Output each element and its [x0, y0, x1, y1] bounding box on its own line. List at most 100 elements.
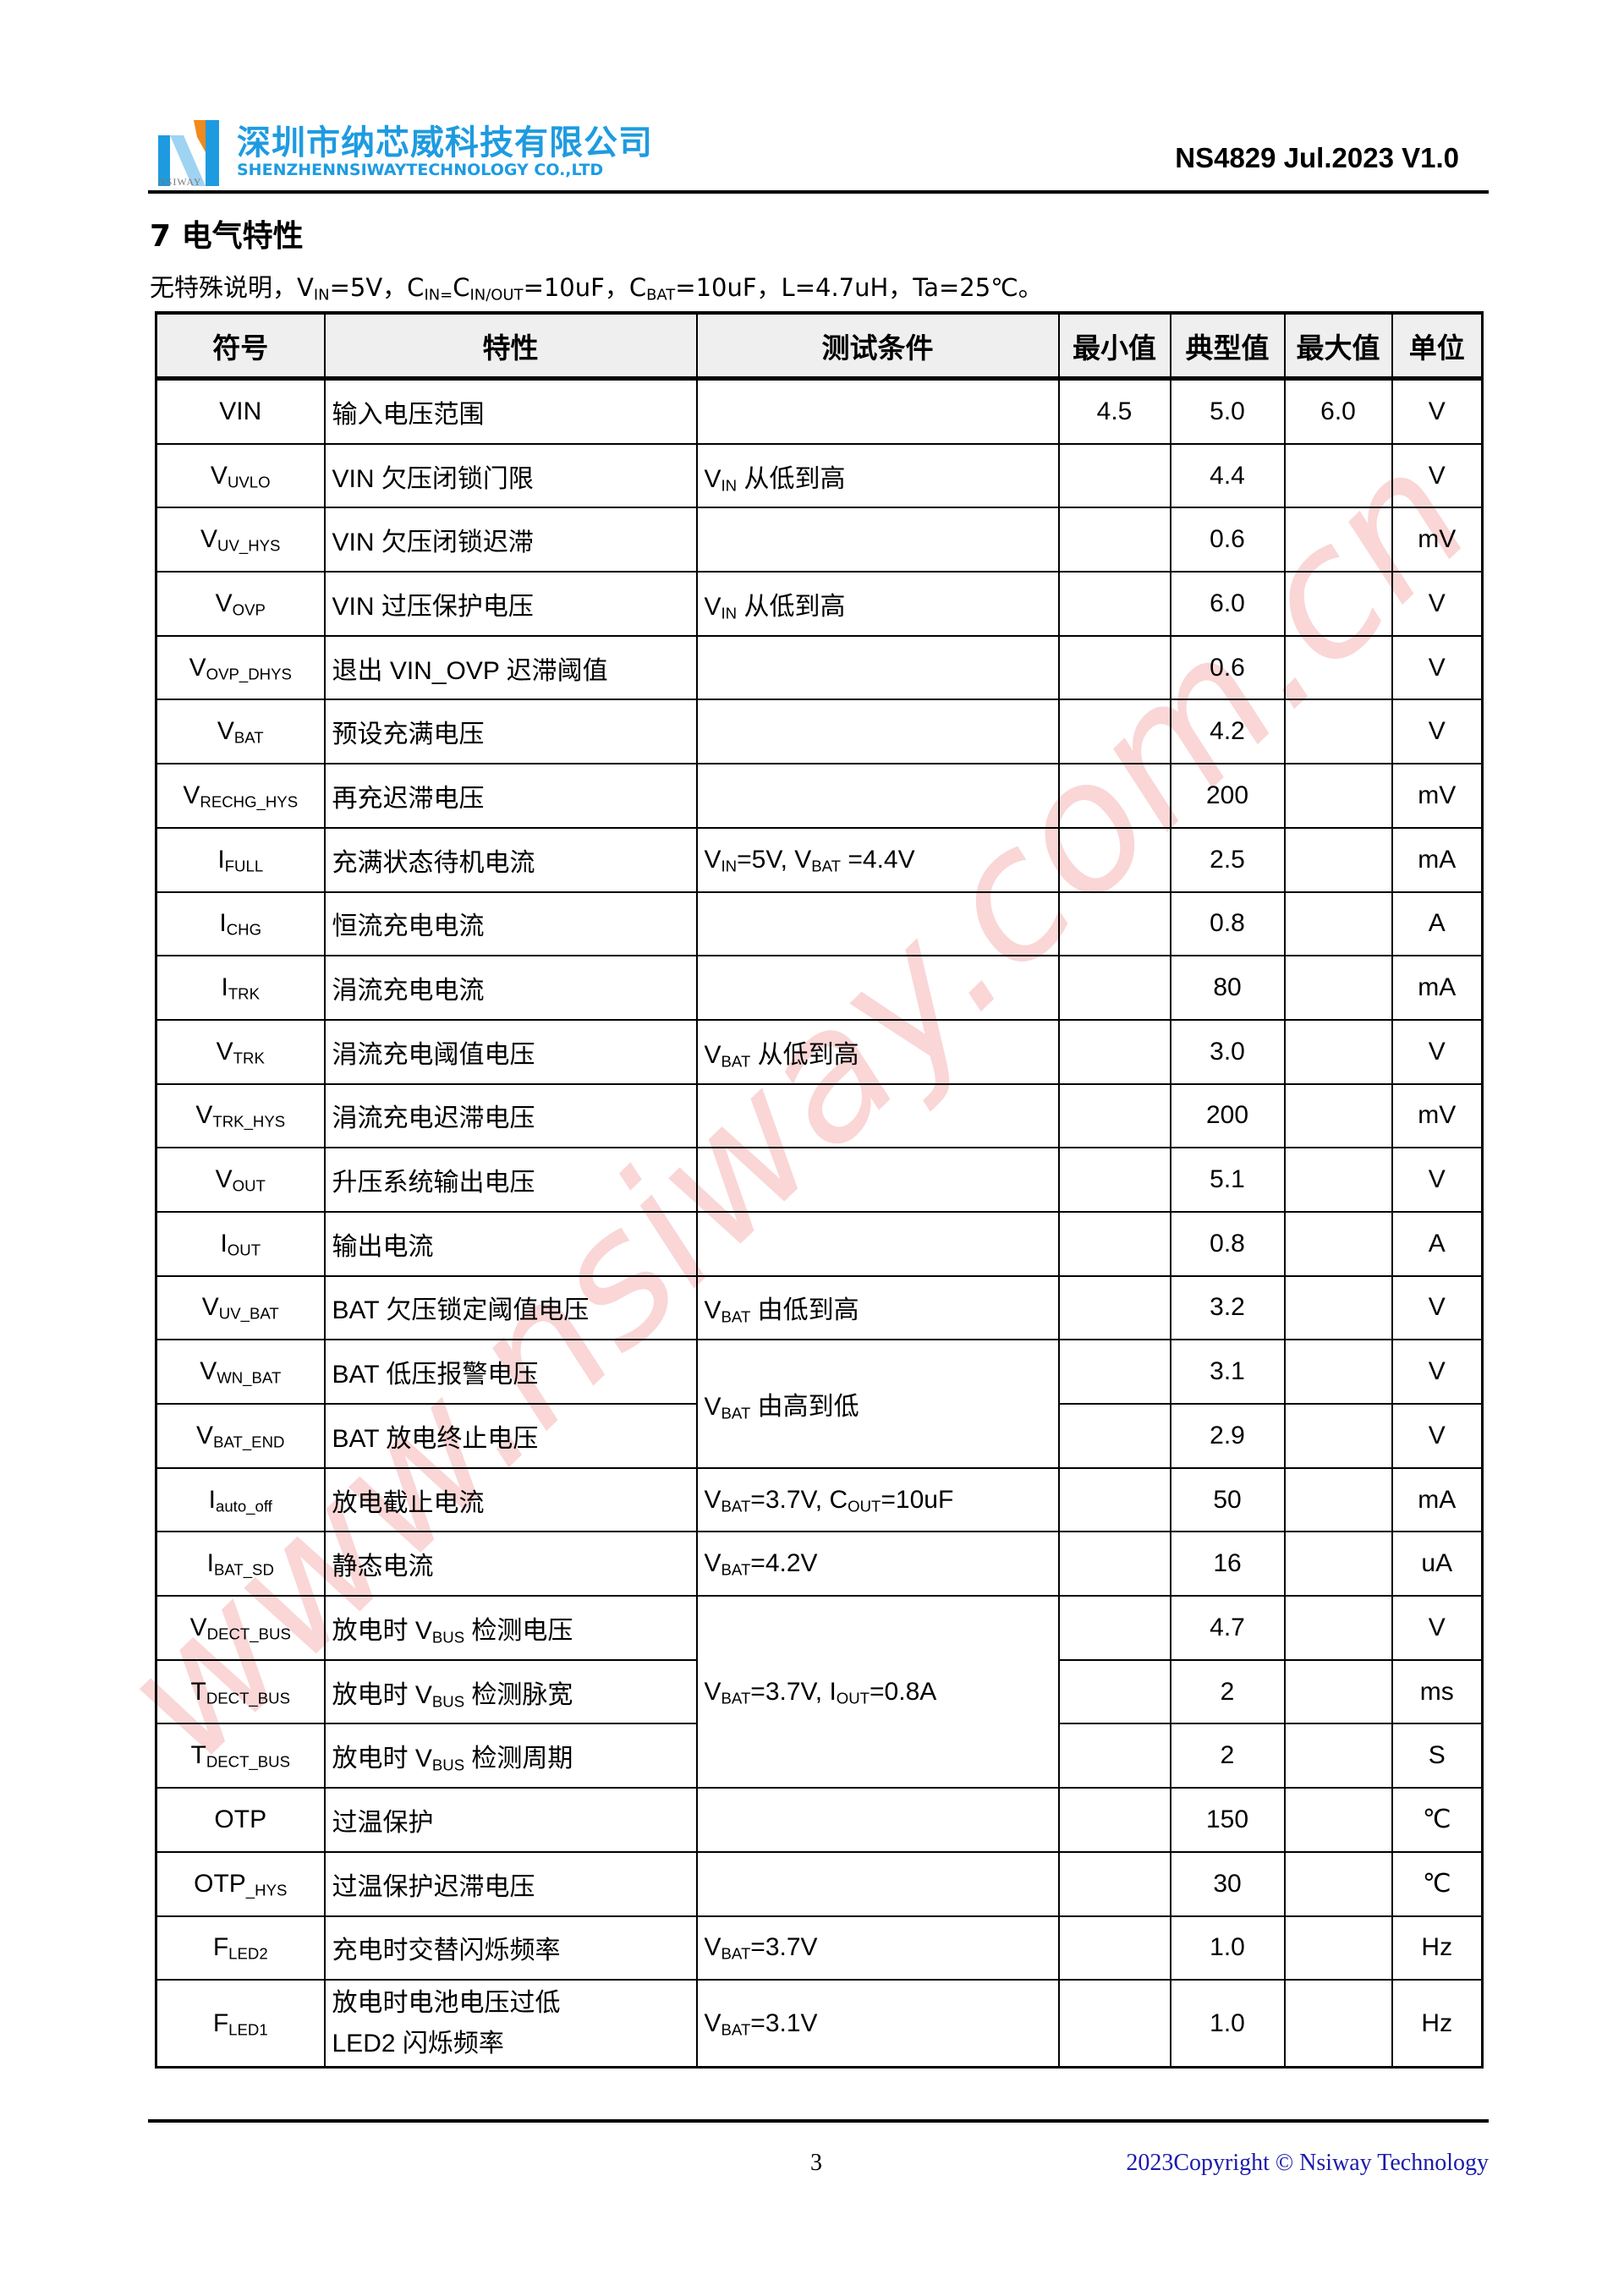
text-segment: 预设充满电压 — [332, 721, 485, 749]
table-row: ITRK 涓流充电电流 80 mA — [155, 955, 1484, 1021]
document-id: NS4829 Jul.2023 V1.0 — [1175, 142, 1459, 173]
text-segment: 放电时 V — [332, 1616, 432, 1645]
text-segment: T — [190, 1741, 206, 1770]
max-cell — [1283, 442, 1393, 509]
unit-cell: A — [1391, 1210, 1484, 1277]
company-name-cn: 深圳市纳芯威科技有限公司 — [237, 123, 653, 162]
property-cell: 放电时电池电压过低 LED2 闪烁频率 — [323, 1979, 698, 2069]
text-segment: V — [704, 1549, 721, 1578]
subscript: BUS — [431, 1692, 465, 1711]
text-segment: 退出 VIN_OVP 迟滞阈值 — [332, 656, 608, 685]
max-cell — [1283, 955, 1393, 1021]
unit-cell: V — [1391, 634, 1484, 701]
min-cell — [1057, 1018, 1171, 1085]
subscript: BAT — [721, 1497, 751, 1515]
text-segment: F — [212, 2008, 229, 2037]
condition-cell — [695, 634, 1060, 701]
text-segment: V — [215, 1165, 233, 1194]
typ-cell: 4.7 — [1169, 1595, 1286, 1661]
logo-wordmark: NSIWAY — [158, 176, 202, 188]
unit-cell: A — [1391, 890, 1484, 957]
text-segment: 检测脉宽 — [464, 1680, 573, 1709]
symbol-cell: VUV_HYS — [155, 507, 326, 573]
column-header: 最大值 — [1283, 311, 1393, 381]
typ-cell: 0.6 — [1169, 507, 1286, 573]
table-row: IOUT 输出电流 0.8 A — [155, 1210, 1484, 1277]
typ-cell: 3.2 — [1169, 1274, 1286, 1341]
text-segment: V — [704, 1933, 721, 1962]
subscript: IN — [721, 604, 738, 622]
min-cell — [1057, 1595, 1171, 1661]
unit-cell: mA — [1391, 826, 1484, 893]
text-segment: VIN 过压保护电压 — [332, 592, 534, 621]
table-row: IFULL 充满状态待机电流 VIN=5V, VBAT =4.4V 2.5 mA — [155, 826, 1484, 893]
symbol-cell: Iauto_off — [155, 1466, 326, 1533]
unit-cell: mV — [1391, 1082, 1484, 1149]
text-segment: V — [704, 1677, 721, 1706]
max-cell — [1283, 1850, 1393, 1917]
min-cell: 4.5 — [1057, 377, 1171, 445]
max-cell — [1283, 1531, 1393, 1597]
subscript: BAT — [646, 286, 676, 304]
symbol-cell: OTP_HYS — [155, 1850, 326, 1917]
min-cell — [1057, 1210, 1171, 1277]
text-segment: 静态电流 — [332, 1553, 434, 1581]
table-row: OTP 过温保护 150 ℃ — [155, 1787, 1484, 1853]
typ-cell: 1.0 — [1169, 1915, 1286, 1981]
text-segment: V — [201, 1293, 219, 1322]
condition-cell: VBAT 从低到高 — [695, 1018, 1060, 1085]
subscript: TRK_HYS — [212, 1113, 286, 1132]
text-segment: V — [215, 589, 233, 617]
min-cell — [1057, 1082, 1171, 1149]
table-row: TDECT_BUS 放电时 VBUS 检测脉宽 2 ms — [155, 1658, 1484, 1725]
subscript: FULL — [224, 857, 264, 875]
symbol-cell: VWN_BAT — [155, 1339, 326, 1405]
property-cell: BAT 欠压锁定阈值电压 — [323, 1274, 698, 1341]
symbol-cell: IFULL — [155, 826, 326, 893]
unit-cell: ℃ — [1391, 1787, 1484, 1853]
text-segment: 由高到低 — [750, 1393, 859, 1421]
condition-cell — [695, 1210, 1060, 1277]
max-cell — [1283, 890, 1393, 957]
property-cell: 恒流充电电流 — [323, 890, 698, 957]
text-segment: I — [206, 1549, 214, 1578]
max-cell — [1283, 1147, 1393, 1213]
condition-cell — [695, 699, 1060, 765]
subscript: BAT_SD — [213, 1560, 274, 1579]
table-row: VWN_BAT BAT 低压报警电压 VBAT 由高到低 3.1 V — [155, 1339, 1484, 1469]
text-segment: BAT 低压报警电压 — [332, 1361, 539, 1389]
min-cell — [1057, 1723, 1171, 1789]
typ-cell: 2 — [1169, 1658, 1286, 1725]
typ-cell: 16 — [1169, 1531, 1286, 1597]
typ-cell: 80 — [1169, 955, 1286, 1021]
property-cell: 涓流充电迟滞电压 — [323, 1082, 698, 1149]
subscript: BAT — [721, 1560, 751, 1579]
typ-cell: 0.8 — [1169, 890, 1286, 957]
min-cell — [1057, 763, 1171, 829]
subscript: CHG — [226, 920, 262, 939]
max-cell — [1283, 826, 1393, 893]
min-cell — [1057, 890, 1171, 957]
property-cell: 涓流充电电流 — [323, 955, 698, 1021]
table-row: FLED2 充电时交替闪烁频率 VBAT=3.7V 1.0 Hz — [155, 1915, 1484, 1981]
unit-cell: mV — [1391, 763, 1484, 829]
table-row: VOVP_DHYS 退出 VIN_OVP 迟滞阈值 0.6 V — [155, 634, 1484, 701]
condition-cell — [695, 763, 1060, 829]
symbol-cell: TDECT_BUS — [155, 1723, 326, 1789]
subscript: UV_BAT — [218, 1305, 279, 1323]
subscript: OUT — [232, 1176, 266, 1195]
table-header-row: 符号 特性 测试条件 最小值 典型值 最大值 单位 — [155, 311, 1484, 381]
subscript: BAT — [721, 1052, 751, 1071]
typ-cell: 200 — [1169, 1082, 1286, 1149]
text-segment: 由低到高 — [750, 1296, 859, 1325]
column-header: 特性 — [323, 311, 698, 381]
text-segment: =10uF，C — [523, 273, 647, 302]
text-segment: V — [189, 653, 206, 682]
text-segment: V — [189, 1613, 207, 1641]
property-cell: VIN 过压保护电压 — [323, 571, 698, 637]
unit-cell: V — [1391, 1339, 1484, 1405]
text-segment: 检测周期 — [464, 1745, 573, 1773]
text-segment: BAT 欠压锁定阈值电压 — [332, 1296, 590, 1325]
text-segment: 从低到高 — [737, 592, 846, 621]
text-segment: 涓流充电阈值电压 — [332, 1040, 535, 1069]
